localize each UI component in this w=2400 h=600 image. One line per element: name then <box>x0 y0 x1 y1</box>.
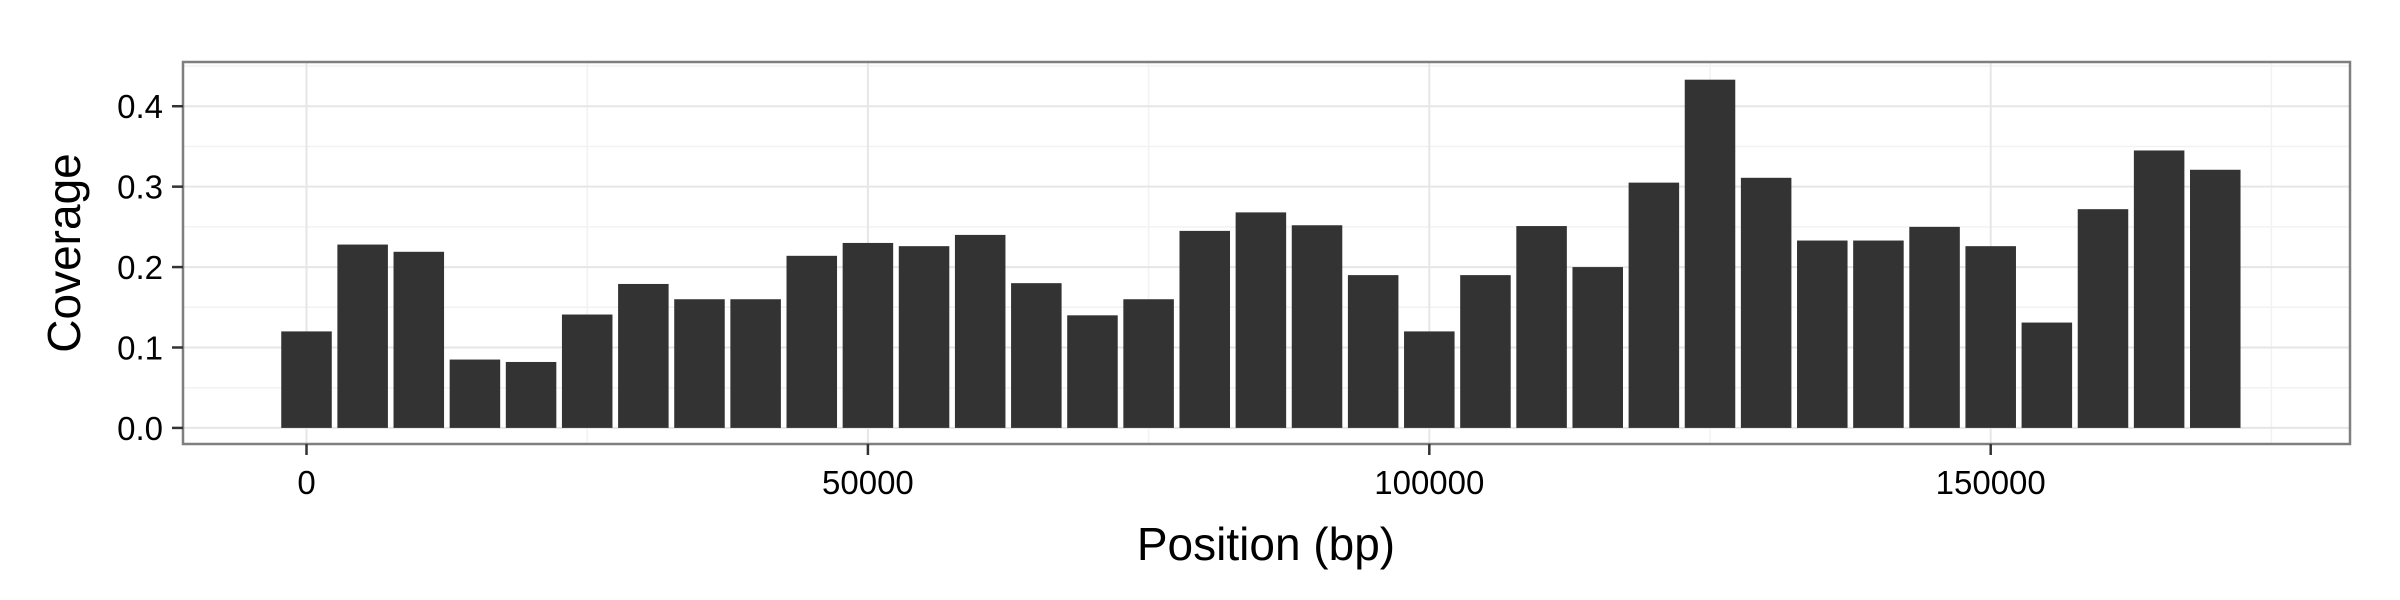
coverage-bar <box>2190 169 2241 428</box>
coverage-bar <box>842 242 894 428</box>
coverage-bar <box>281 331 332 428</box>
y-tick-label: 0.0 <box>117 410 163 447</box>
coverage-bar <box>2133 150 2185 428</box>
y-tick-label: 0.2 <box>117 249 163 286</box>
coverage-bar <box>1235 212 1287 428</box>
coverage-bar <box>1572 267 1623 428</box>
y-tick-label: 0.3 <box>117 169 163 206</box>
coverage-bar <box>2077 209 2129 428</box>
x-tick-label: 50000 <box>822 464 914 501</box>
y-tick-label: 0.4 <box>117 88 163 125</box>
coverage-bar <box>618 283 669 428</box>
y-tick-label: 0.1 <box>117 329 163 366</box>
coverage-bar <box>1404 331 1455 428</box>
coverage-bar <box>898 246 950 428</box>
coverage-bar <box>1684 79 1736 428</box>
coverage-bar <box>449 359 501 428</box>
coverage-bar <box>1797 240 1848 428</box>
coverage-bar <box>674 299 725 428</box>
coverage-bar <box>1291 225 1343 428</box>
coverage-bar <box>1965 246 2016 428</box>
coverage-bar <box>1179 230 1231 428</box>
x-tick-label: 150000 <box>1936 464 2046 501</box>
x-tick-label: 100000 <box>1374 464 1484 501</box>
coverage-bar <box>1740 177 1792 428</box>
plot-panel-border <box>181 60 2352 446</box>
coverage-bar <box>505 361 557 428</box>
bars <box>281 79 2241 428</box>
y-axis-title: Coverage <box>38 153 90 352</box>
x-axis-title: Position (bp) <box>1137 518 1395 570</box>
coverage-bar <box>393 251 445 428</box>
coverage-bar <box>1909 226 1960 428</box>
coverage-bar <box>561 314 613 428</box>
coverage-bar <box>1628 182 1680 428</box>
coverage-bar <box>1123 299 1174 428</box>
coverage-bar <box>1853 240 1904 428</box>
coverage-bar <box>2021 322 2073 428</box>
coverage-bar <box>337 244 388 428</box>
coverage-bar <box>1011 283 1062 428</box>
coverage-bar <box>1067 315 1118 428</box>
x-tick-label: 0 <box>297 464 315 501</box>
coverage-bar <box>786 255 838 428</box>
coverage-bar <box>730 299 781 428</box>
coverage-bar <box>954 234 1006 428</box>
coverage-bar <box>1347 275 1399 428</box>
coverage-bar <box>1516 226 1567 428</box>
axis-ticks: 0 50000 100000 150000 0.0 0.1 0.2 0.3 0.4 <box>117 88 2046 501</box>
coverage-bar <box>1460 275 1511 428</box>
